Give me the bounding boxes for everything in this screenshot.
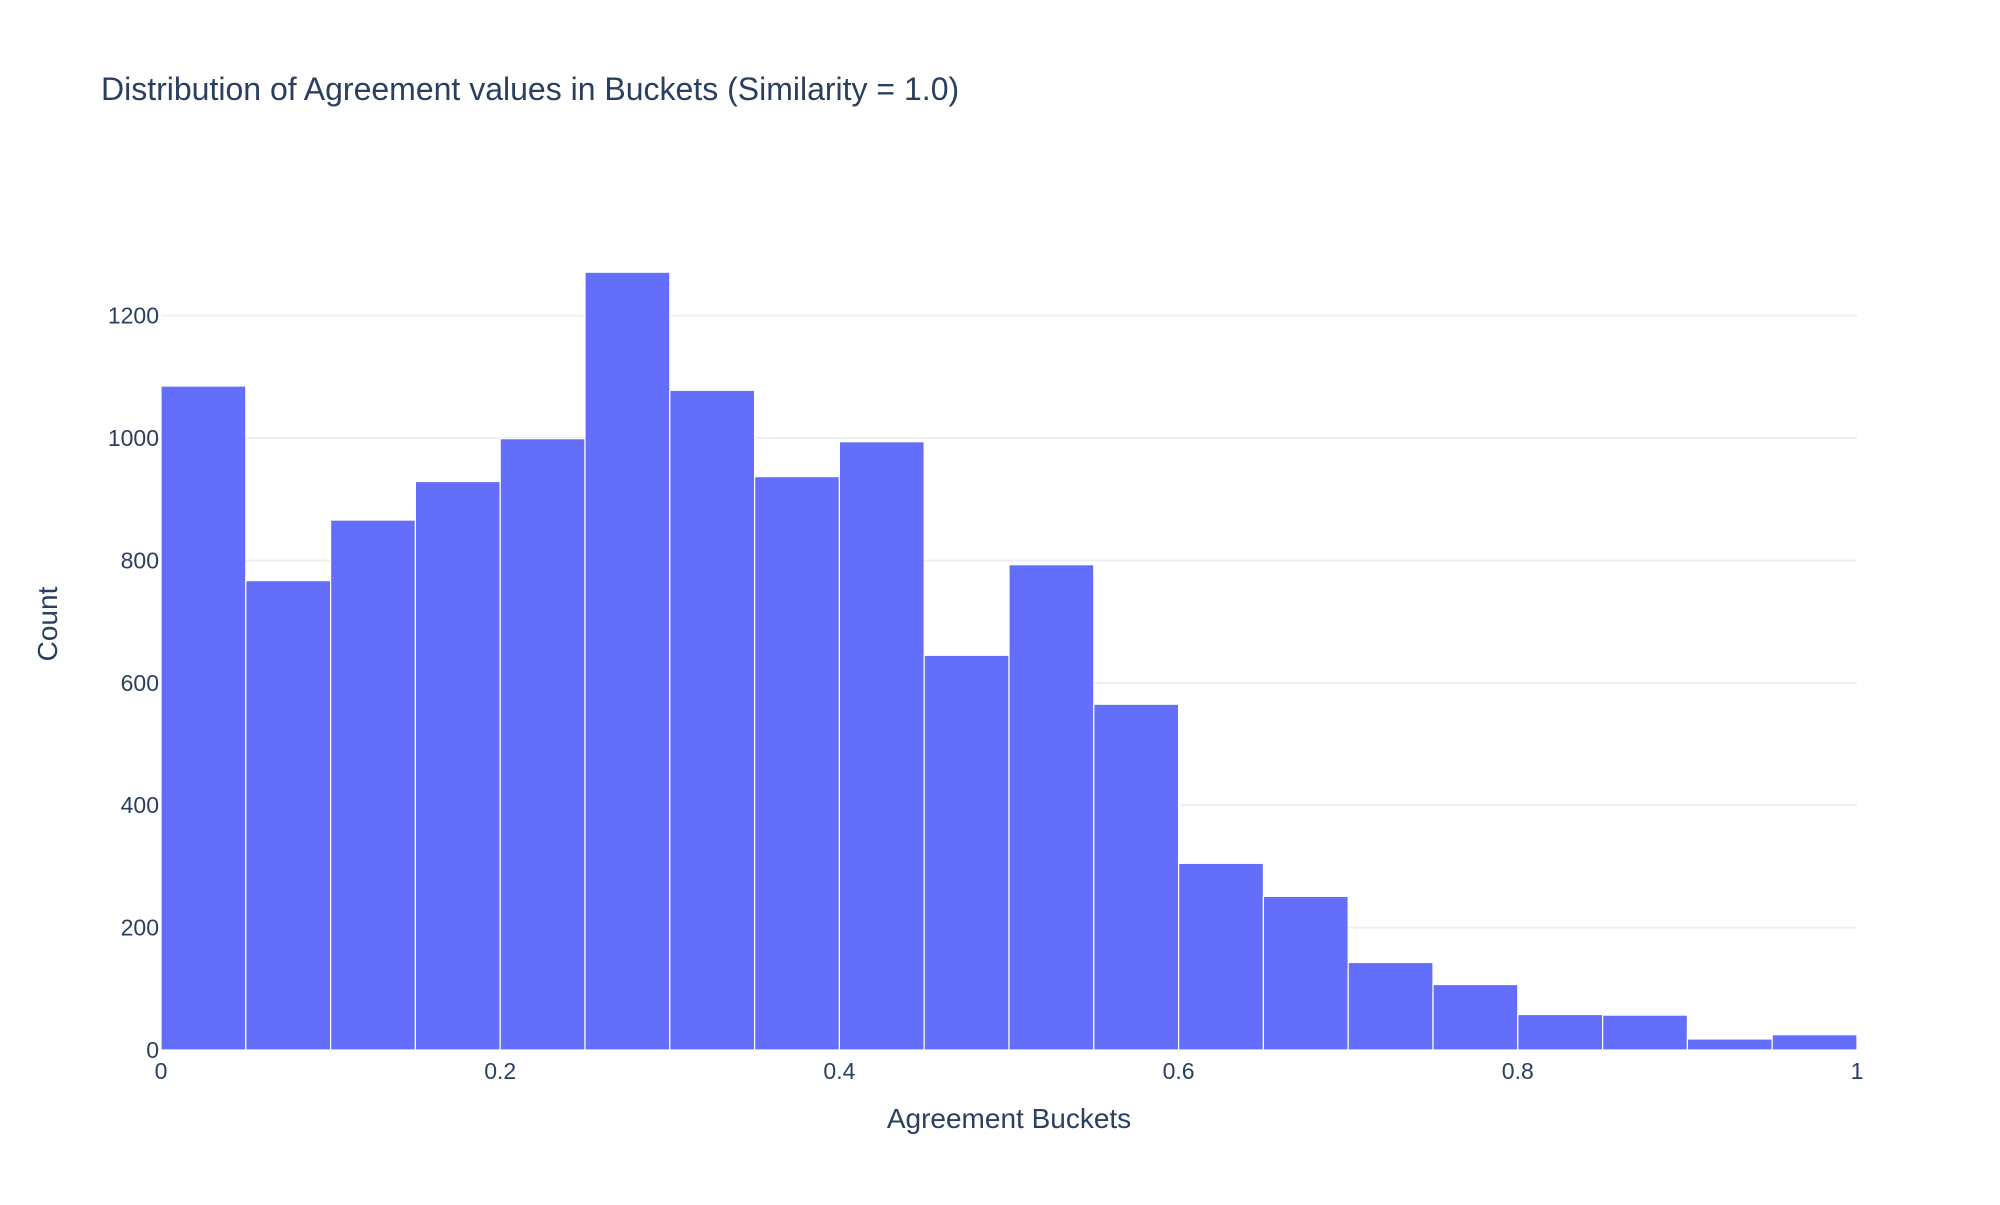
histogram-bar[interactable] bbox=[753, 476, 840, 1051]
histogram-bar[interactable] bbox=[1432, 983, 1519, 1051]
histogram-bar[interactable] bbox=[838, 441, 925, 1051]
histogram-bar[interactable] bbox=[1601, 1014, 1688, 1051]
y-tick-label: 0 bbox=[146, 1037, 159, 1063]
y-tick-label: 1000 bbox=[108, 425, 159, 451]
y-tick-label: 200 bbox=[121, 915, 159, 941]
histogram-bar[interactable] bbox=[245, 580, 332, 1051]
x-tick-label: 0.2 bbox=[484, 1058, 516, 1084]
y-axis-ticks: 0 200 400 600 800 1000 1200 bbox=[108, 303, 159, 1063]
y-tick-label: 400 bbox=[121, 792, 159, 818]
histogram-bar[interactable] bbox=[1517, 1013, 1604, 1051]
y-tick-label: 1200 bbox=[108, 303, 159, 329]
bars bbox=[160, 271, 1858, 1051]
y-tick-label: 600 bbox=[121, 670, 159, 696]
histogram-bar[interactable] bbox=[1771, 1034, 1858, 1051]
chart-title: Distribution of Agreement values in Buck… bbox=[101, 71, 959, 107]
x-tick-label: 0.6 bbox=[1163, 1058, 1195, 1084]
x-tick-label: 1 bbox=[1851, 1058, 1864, 1084]
histogram-bar[interactable] bbox=[669, 389, 756, 1051]
x-tick-label: 0 bbox=[155, 1058, 168, 1084]
histogram-bar[interactable] bbox=[330, 519, 417, 1051]
histogram-bar[interactable] bbox=[584, 271, 671, 1051]
x-axis-ticks: 0 0.2 0.4 0.6 0.8 1 bbox=[155, 1058, 1864, 1084]
histogram-bar[interactable] bbox=[160, 385, 247, 1051]
histogram-bar[interactable] bbox=[1347, 961, 1434, 1051]
y-tick-label: 800 bbox=[121, 547, 159, 573]
histogram-bar[interactable] bbox=[1686, 1038, 1773, 1051]
x-tick-label: 0.4 bbox=[823, 1058, 855, 1084]
histogram-bar[interactable] bbox=[923, 654, 1010, 1051]
histogram-bar[interactable] bbox=[499, 438, 586, 1051]
histogram-bar[interactable] bbox=[414, 480, 501, 1051]
x-axis-title: Agreement Buckets bbox=[887, 1103, 1131, 1134]
histogram-bar[interactable] bbox=[1177, 862, 1264, 1051]
x-tick-label: 0.8 bbox=[1502, 1058, 1534, 1084]
y-axis-title: Count bbox=[32, 586, 63, 661]
histogram-bar[interactable] bbox=[1093, 703, 1180, 1051]
histogram-bar[interactable] bbox=[1008, 564, 1095, 1051]
histogram-bar[interactable] bbox=[1262, 895, 1349, 1051]
